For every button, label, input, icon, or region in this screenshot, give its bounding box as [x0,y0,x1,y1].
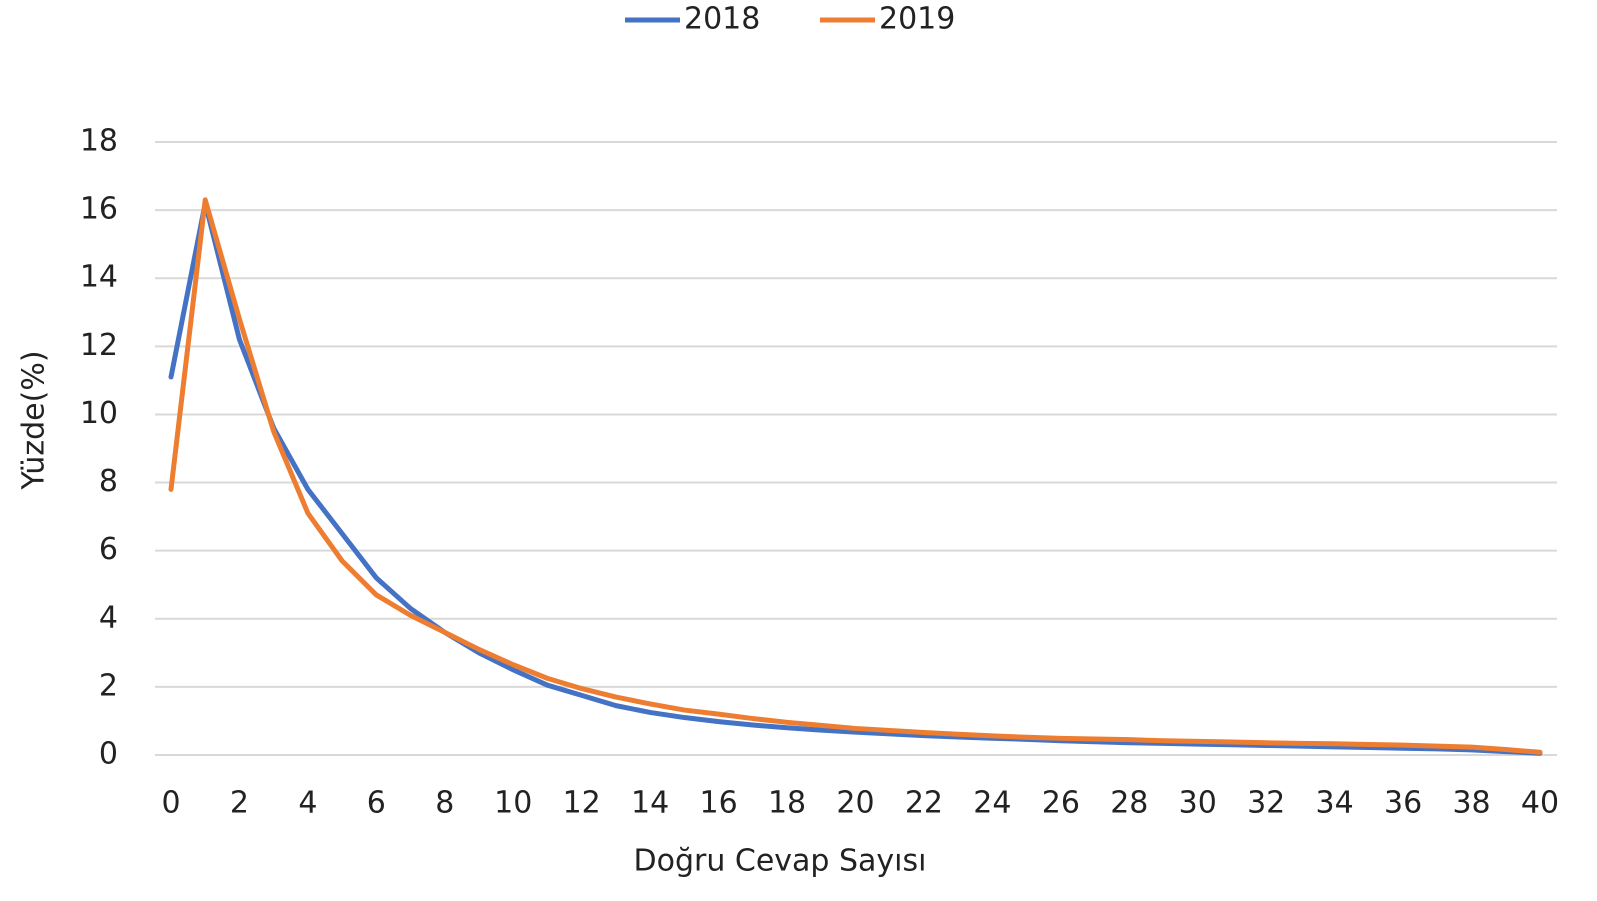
x-tick-label: 24 [973,786,1011,821]
x-tick-label: 20 [836,786,874,821]
x-tick-label: 32 [1247,786,1285,821]
y-tick-label: 14 [80,260,118,295]
x-tick-label: 12 [563,786,601,821]
y-tick-label: 2 [99,668,118,703]
x-tick-label: 30 [1179,786,1217,821]
x-tick-label: 38 [1452,786,1490,821]
y-tick-label: 10 [80,396,118,431]
x-tick-label: 6 [367,786,386,821]
x-tick-label: 16 [700,786,738,821]
line-series [168,200,1543,756]
x-tick-label: 8 [435,786,454,821]
x-tick-label: 22 [905,786,943,821]
x-tick-label: 26 [1042,786,1080,821]
y-tick-label: 4 [99,600,118,635]
legend-label: 2019 [879,2,955,37]
x-tick-label: 10 [494,786,532,821]
y-tick-label: 8 [99,464,118,499]
x-tick-label: 4 [298,786,317,821]
y-axis-label: Yüzde(%) [17,350,52,490]
x-tick-label: 36 [1384,786,1422,821]
y-tick-label: 18 [80,124,118,159]
line-series [168,197,1543,755]
x-tick-label: 28 [1110,786,1148,821]
y-tick-label: 16 [80,192,118,227]
x-tick-label: 2 [230,786,249,821]
x-axis-label: Doğru Cevap Sayısı [634,844,927,879]
y-tick-label: 6 [99,532,118,567]
legend-label: 2018 [684,2,760,37]
x-tick-label: 18 [768,786,806,821]
x-tick-label: 34 [1316,786,1354,821]
x-tick-label: 14 [631,786,669,821]
x-tick-label: 0 [161,786,180,821]
y-tick-label: 0 [99,737,118,772]
x-tick-label: 40 [1521,786,1559,821]
y-tick-label: 12 [80,328,118,363]
